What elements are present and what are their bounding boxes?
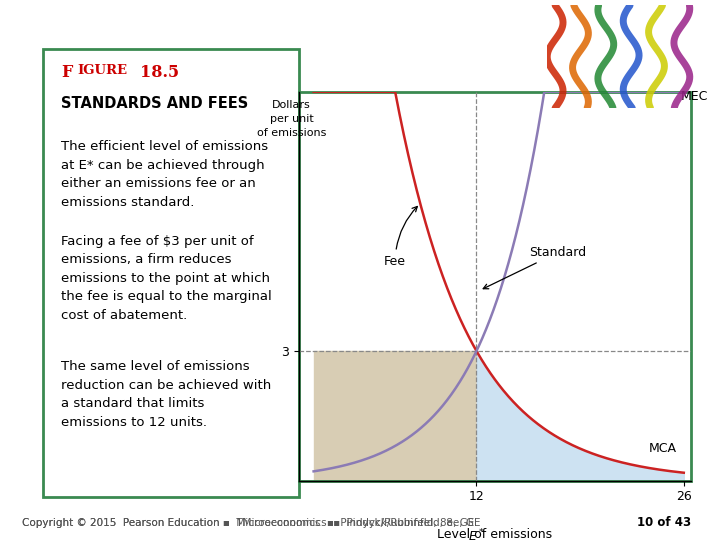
Text: Standard: Standard [483, 246, 587, 289]
Text: IGURE: IGURE [78, 64, 127, 77]
Text: Copyright © 2015  Pearson Education ▪  Microeconomics  ▪  Pindyck/Rubinfeld, 8e,: Copyright © 2015 Pearson Education ▪ Mic… [22, 518, 474, 529]
Text: The same level of emissions
reduction can be achieved with
a standard that limit: The same level of emissions reduction ca… [61, 360, 271, 429]
Text: 18.5: 18.5 [140, 64, 179, 82]
Text: STANDARDS AND FEES: STANDARDS AND FEES [61, 96, 248, 111]
Text: Copyright © 2015  Pearson Education ▪  ΤMicroeconomics  ▪  Pindyck/Rubinfeld, 8e: Copyright © 2015 Pearson Education ▪ ΤMi… [22, 518, 480, 529]
Text: MCA: MCA [649, 442, 676, 455]
Text: Fee: Fee [384, 206, 418, 268]
Text: 10 of 43: 10 of 43 [637, 516, 691, 530]
Text: Facing a fee of $3 per unit of
emissions, a firm reduces
emissions to the point : Facing a fee of $3 per unit of emissions… [61, 234, 272, 322]
X-axis label: Level of emissions: Level of emissions [438, 528, 552, 540]
Bar [299, 92, 691, 481]
Text: Dollars
per unit
of emissions: Dollars per unit of emissions [257, 99, 326, 138]
Text: F: F [61, 64, 73, 82]
Text: The efficient level of emissions
at E* can be achieved through
either an emissio: The efficient level of emissions at E* c… [61, 140, 269, 209]
Text: MEC: MEC [681, 90, 708, 103]
Text: $E^*$: $E^*$ [468, 528, 485, 540]
